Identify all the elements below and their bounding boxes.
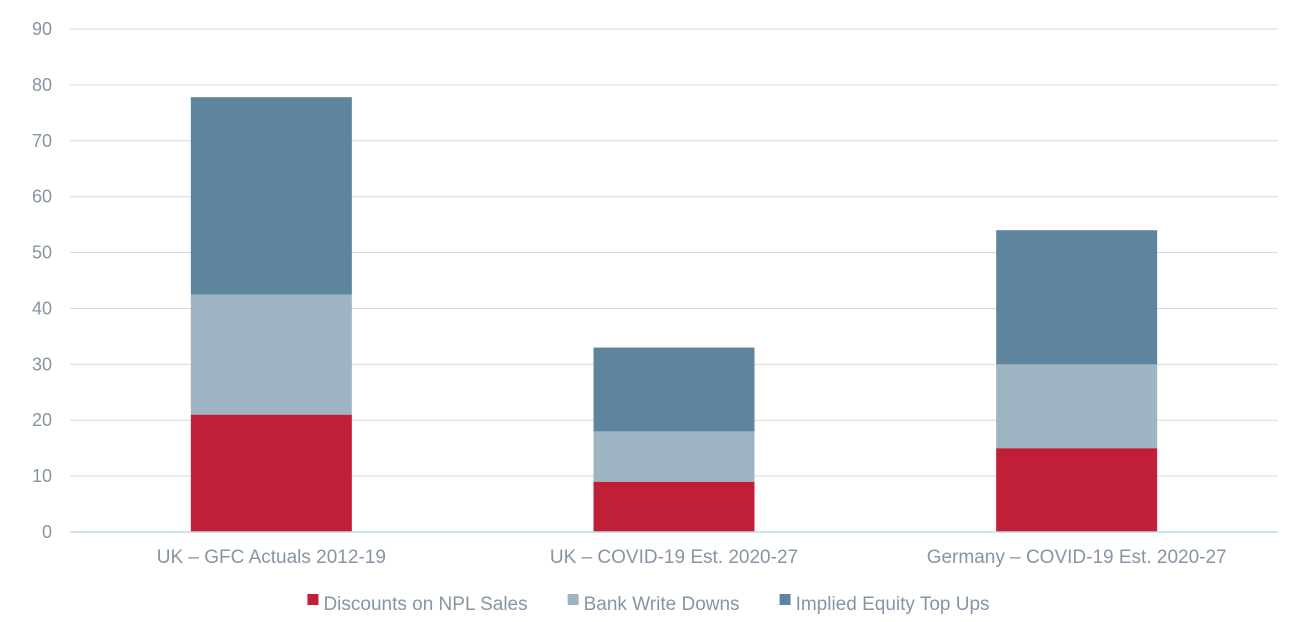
- y-tick-label: 60: [32, 187, 52, 207]
- bar-segment: [593, 347, 755, 432]
- bar-segment: [190, 414, 352, 532]
- legend-swatch: [307, 594, 319, 605]
- bar-segment: [190, 97, 352, 295]
- y-tick-label: 30: [32, 354, 52, 374]
- legend-swatch: [567, 594, 579, 605]
- legend-label: Bank Write Downs: [584, 594, 740, 615]
- bar-segment: [996, 448, 1158, 532]
- x-category-label: UK – GFC Actuals 2012-19: [157, 547, 386, 568]
- y-tick-label: 40: [32, 298, 52, 318]
- y-tick-label: 50: [32, 243, 52, 263]
- legend-label: Implied Equity Top Ups: [796, 594, 990, 615]
- bar-segment: [190, 294, 352, 415]
- x-category-label: Germany – COVID-19 Est. 2020-27: [927, 547, 1227, 568]
- y-tick-label: 80: [32, 75, 52, 95]
- y-tick-label: 0: [42, 522, 52, 542]
- y-tick-label: 20: [32, 410, 52, 430]
- bars: [190, 97, 1158, 532]
- y-axis-tick-labels: 0 10 20 30 40 50 60 70 80 90: [32, 19, 52, 542]
- y-tick-label: 70: [32, 131, 52, 151]
- bar-segment: [593, 481, 755, 532]
- y-tick-label: 10: [32, 466, 52, 486]
- x-axis-category-labels: UK – GFC Actuals 2012-19 UK – COVID-19 Es…: [157, 547, 1227, 568]
- legend: Discounts on NPL Sales Bank Write Downs Im…: [307, 594, 990, 615]
- bar-segment: [996, 230, 1158, 365]
- y-tick-label: 90: [32, 19, 52, 39]
- legend-label: Discounts on NPL Sales: [323, 594, 527, 615]
- bar-segment: [593, 431, 755, 482]
- x-category-label: UK – COVID-19 Est. 2020-27: [550, 547, 798, 568]
- legend-swatch: [779, 594, 791, 605]
- bar-segment: [996, 364, 1158, 449]
